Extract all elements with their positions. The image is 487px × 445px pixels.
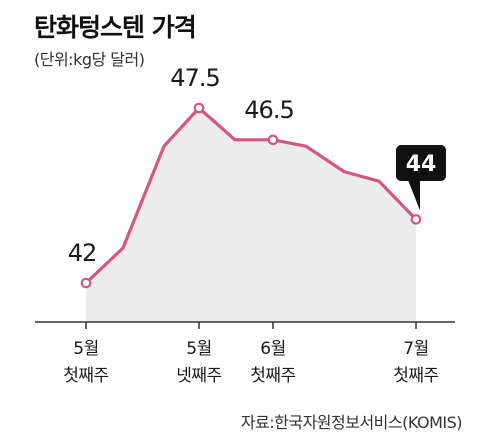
x-tick-label-2-month: 6월: [260, 339, 285, 359]
value-label-5: 46.5: [244, 96, 293, 124]
value-label-3: 47.5: [170, 64, 219, 92]
price-line: [84, 106, 418, 285]
x-tick-label-1-week: 넷째주: [176, 366, 221, 386]
tick-marks: [85, 322, 417, 329]
data-point-9: [410, 214, 422, 225]
chart-source: 자료:한국자원정보서비스(KOMIS): [240, 413, 463, 432]
x-tick-label-1-month: 5월: [186, 339, 211, 359]
x-tick-label-3-month: 7월: [403, 339, 428, 359]
callout-box: [396, 145, 446, 181]
value-label-0: 42: [68, 239, 97, 267]
data-point-3: [193, 102, 205, 114]
area-fill: [86, 108, 416, 322]
x-tick-label-0-month: 5월: [73, 339, 98, 359]
x-tick-label-0-week: 첫째주: [63, 366, 108, 386]
data-points: [80, 102, 422, 289]
chart-title: 탄화텅스텐 가격: [34, 13, 197, 42]
chart-unit-subtitle: (단위:kg당 달러): [34, 50, 145, 69]
x-tick-label-2-week: 첫째주: [250, 366, 295, 386]
callout-value: 44: [406, 152, 437, 177]
callout-pointer: [408, 180, 420, 211]
latest-value-callout: 44: [396, 145, 446, 211]
data-point-0: [80, 277, 92, 289]
value-labels: 42 47.5 46.5: [68, 64, 295, 267]
x-tick-label-3-week: 첫째주: [393, 366, 438, 386]
data-point-5: [267, 134, 279, 146]
